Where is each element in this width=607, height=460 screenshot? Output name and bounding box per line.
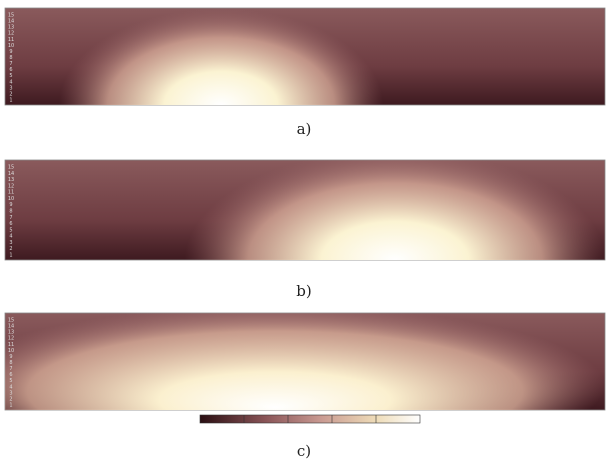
- row-label: 9: [9, 202, 12, 208]
- row-label: 1: [9, 402, 12, 408]
- row-label: 8: [9, 209, 12, 215]
- panel-label: c): [297, 442, 311, 460]
- heatmap-field: [5, 8, 605, 105]
- colorbar: [200, 415, 420, 423]
- figure: 151413121110987654321a)15141312111098765…: [0, 0, 607, 460]
- row-label: 2: [9, 246, 12, 252]
- row-label: 4: [9, 234, 12, 240]
- row-label: 15: [8, 165, 14, 171]
- heatmap-field: [5, 160, 605, 260]
- row-label: 3: [9, 240, 12, 246]
- heatmap-field: [5, 313, 605, 410]
- row-label: 1: [9, 97, 12, 103]
- row-label: 13: [8, 177, 14, 183]
- panel-label: a): [297, 120, 312, 138]
- row-label: 14: [8, 171, 14, 177]
- row-label: 11: [8, 190, 14, 196]
- row-label: 12: [8, 183, 14, 189]
- row-label: 1: [9, 252, 12, 258]
- panels: 151413121110987654321a)15141312111098765…: [5, 8, 605, 460]
- row-label: 6: [9, 221, 12, 227]
- row-label: 7: [9, 215, 12, 221]
- row-label: 10: [8, 196, 14, 202]
- panel-label: b): [296, 282, 311, 300]
- row-label: 5: [9, 227, 12, 233]
